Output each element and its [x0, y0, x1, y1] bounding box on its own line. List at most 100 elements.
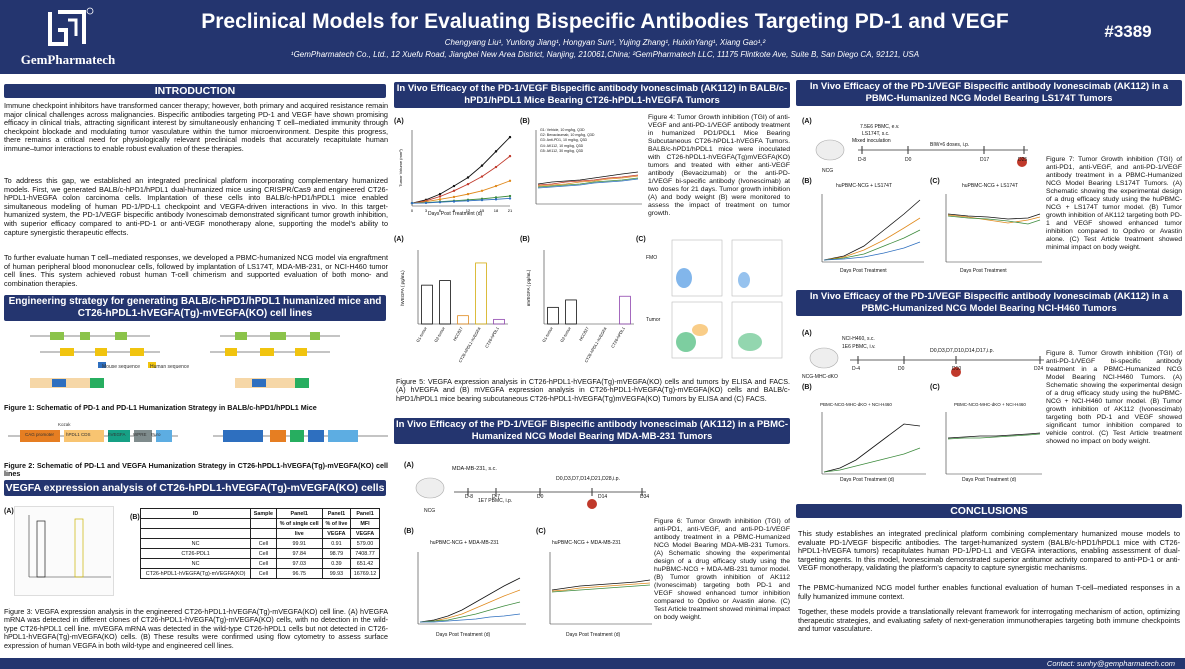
fig6-xlabel: Days Post Treatment (d) — [436, 632, 491, 638]
figure-5-caption: Figure 5: VEGFA expression analysis in C… — [396, 377, 790, 403]
fig8-mouse-label: NCG-MHC-dKO — [802, 374, 838, 380]
legend-entry: G3: Anti-PD1, 10 mg/kg, Q3D — [540, 138, 588, 143]
fig3-mrna-chart — [14, 506, 114, 596]
data-point — [424, 201, 428, 205]
series-line — [411, 180, 511, 204]
fig5-panel-c: (C) — [636, 236, 646, 243]
fig6-pbmc-label: 1E7 PBMC, i.p. — [478, 498, 513, 504]
y-axis-label: Tumor Volume (mm³) — [398, 149, 403, 187]
table-cell: Cell — [250, 568, 277, 579]
mda-heading: In Vivo Efficacy of the PD-1/VEGF Bispec… — [394, 418, 790, 444]
construct-label-hpdl1: hPDL1 CDS — [66, 432, 91, 437]
data-point — [480, 175, 484, 178]
fig4-xlabel: Days Post Treatment (d) — [428, 211, 483, 217]
data-point — [438, 195, 442, 198]
fig7-pbmc-label: 7.5E6 PBMC, e.v. — [860, 124, 900, 130]
fig6-body-weight-chart — [536, 548, 654, 632]
fig7-day-label: D0 — [905, 157, 912, 163]
series-line — [411, 136, 511, 204]
x-tick-label: 6 — [439, 208, 442, 213]
brand-name: GemPharmatech — [20, 52, 116, 67]
fig8-tv-title: PBMC-NCG-MHC-dKO + NCI-H460 — [820, 402, 892, 407]
data-point — [466, 176, 470, 179]
fig8-day-label: D0 — [898, 366, 905, 372]
table-header-id: ID — [139, 508, 252, 519]
fig6-cells-label: MDA-MB-231, s.c. — [452, 466, 497, 472]
x-tick-label: 3 — [425, 208, 428, 213]
data-point — [508, 179, 512, 183]
fig6-tumor-volume-chart — [404, 548, 528, 632]
table-cell: 0.39 — [321, 558, 352, 569]
poster-number: #3389 — [1104, 22, 1152, 41]
contact-email: Contact: sunhy@gempharmatech.com — [1046, 659, 1175, 668]
fig6-day-label: D0 — [537, 494, 544, 500]
legend-entry: G1: Vehicle, 10 mg/kg, Q3D — [540, 128, 585, 132]
fig6-panel-b: (B) — [404, 528, 414, 535]
fig8-schedule-diagram — [806, 336, 1048, 384]
construct-label-wpre: WPRE — [133, 432, 147, 437]
table-subheader: VEGFA — [350, 528, 380, 539]
fig7-day-label: D-8 — [858, 157, 867, 163]
fig7-mixed-label: Mixed inoculation — [852, 138, 891, 144]
balbc-heading: In Vivo Efficacy of the PD-1/VEGF Bispec… — [394, 82, 790, 108]
x-tick-label: 21 — [508, 208, 513, 213]
footer-bar — [0, 658, 1185, 669]
fig5-panel-a: (A) — [394, 236, 404, 243]
series-line — [411, 155, 511, 204]
table-cell: NC — [139, 538, 252, 549]
construct-label-cag: CAG promoter — [25, 432, 55, 437]
fig6-panel-c: (C) — [536, 528, 546, 535]
fig7-mouse-label: NCG — [822, 168, 834, 174]
x-tick-label: HCC827 — [452, 325, 464, 341]
fig7-panel-a: (A) — [802, 118, 812, 125]
fig7-body-weight-chart — [932, 190, 1044, 268]
fig5-facs-plots — [646, 238, 790, 362]
data-point — [480, 164, 484, 167]
data-point — [466, 199, 470, 202]
legend-entry: G2: Bevacizumab, 10 mg/kg, Q3D — [540, 133, 595, 138]
intro-paragraph-1: Immune checkpoint inhibitors have transf… — [4, 101, 388, 153]
table-subheader: VEGFA — [321, 528, 352, 539]
fig8-day-label: D-4 — [852, 366, 861, 372]
data-point — [494, 150, 498, 153]
legend-human-sequence: Human sequence — [150, 364, 190, 370]
table-cell: NC — [139, 558, 252, 569]
fig8-bw-xlabel: Days Post Treatment (d) — [962, 477, 1017, 483]
fig6-day-label: D14 — [598, 494, 608, 500]
bar — [475, 262, 487, 325]
intro-paragraph-2: To address this gap, we established an i… — [4, 176, 388, 237]
data-point — [452, 200, 456, 203]
fig8-panel-a: (A) — [802, 330, 812, 337]
fig7-cells-label: LS174T, s.c. — [862, 131, 890, 137]
data-point — [452, 184, 456, 188]
bar — [421, 284, 433, 325]
figure-6-caption: Figure 6: Tumor Growth inhibition (TGI) … — [654, 518, 790, 621]
x-tick-label: 12 — [466, 208, 471, 213]
table-cell: 651.42 — [350, 558, 380, 569]
fig5-hvegfa-chart: G1-tumor G2-tumor HCC827 CT26-hPDL1-hVEGFA C… — [396, 244, 514, 374]
fig7-schedule-diagram — [808, 124, 1034, 172]
data-point — [508, 135, 512, 139]
table-cell: 96.75 — [275, 568, 323, 579]
engineering-heading: Engineering strategy for generating BALB… — [4, 295, 386, 321]
fig8-cells-label: NCI-H460, s.c. — [842, 336, 875, 342]
fig7-day-label: D25 — [1018, 157, 1028, 163]
data-point — [438, 192, 442, 196]
fig8-day-label: D10 — [952, 366, 962, 372]
x-tick-label: G1-tumor — [415, 325, 428, 343]
table-subheader: % of live — [321, 518, 352, 529]
fig4-panel-b: (B) — [520, 118, 530, 125]
figure-1-schematic — [20, 326, 360, 398]
fig8-body-weight-chart — [932, 408, 1044, 480]
fig7-panel-b: (B) — [802, 178, 812, 185]
x-tick-label: CT26-hPDL1 — [484, 325, 500, 348]
table-row: CT26-hPDL1-hVEGFA(Tg)-mVEGFA(KO) Cell 96… — [139, 568, 380, 579]
poster-title: Preclinical Models for Evaluating Bispec… — [201, 10, 1009, 33]
fig8-xlabel: Days Post Treatment (d) — [840, 477, 895, 483]
table-cell: 7408.77 — [350, 548, 380, 559]
y-axis-label: hVEGFA ( pg/mL) — [400, 270, 405, 306]
data-point — [480, 189, 484, 192]
legend-entry: G4: AK112, 10 mg/kg, Q3D — [540, 143, 584, 148]
figure-7-caption: Figure 7: Tumor Growth inhibition (TGI) … — [1046, 156, 1182, 251]
bar — [457, 315, 469, 325]
